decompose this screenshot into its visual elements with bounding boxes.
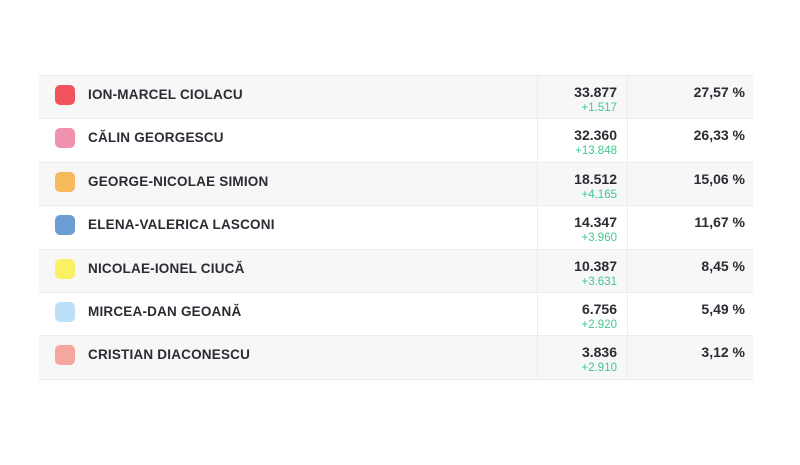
party-color-swatch <box>55 301 75 322</box>
percentage-cell: 27,57 % <box>628 76 753 118</box>
vote-percentage: 15,06 % <box>693 170 745 187</box>
vote-increment: +3.631 <box>581 275 618 288</box>
candidate-name: NICOLAE-IONEL CIUCĂ <box>88 260 245 276</box>
vote-count: 18.512 <box>574 170 617 187</box>
vote-count: 32.360 <box>574 127 617 144</box>
candidate-cell: GEORGE-NICOLAE SIMION <box>39 163 537 205</box>
party-color-swatch <box>55 85 75 105</box>
table-row: ION-MARCEL CIOLACU 33.877 +1.517 27,57 % <box>39 76 753 120</box>
vote-increment: +2.920 <box>581 318 618 331</box>
votes-cell: 14.347 +3.960 <box>537 206 628 249</box>
vote-count: 33.877 <box>574 84 617 100</box>
candidate-name: CRISTIAN DIACONESCU <box>88 347 251 363</box>
percentage-cell: 3,12 % <box>628 336 753 378</box>
vote-percentage: 5,49 % <box>701 300 745 317</box>
percentage-cell: 11,67 % <box>628 206 753 248</box>
votes-cell: 6.756 +2.920 <box>537 292 628 336</box>
party-color-swatch <box>55 171 75 192</box>
table-row: GEORGE-NICOLAE SIMION 18.512 +4.165 15,0… <box>39 162 753 207</box>
votes-cell: 33.877 +1.517 <box>537 76 628 119</box>
party-color-swatch <box>55 215 75 236</box>
vote-increment: +1.517 <box>581 102 618 114</box>
table-row: ELENA-VALERICA LASCONI 14.347 +3.960 11,… <box>39 206 753 250</box>
vote-increment: +4.165 <box>581 188 618 201</box>
candidate-name: MIRCEA-DAN GEOANĂ <box>88 303 242 319</box>
vote-percentage: 26,33 % <box>693 127 745 144</box>
candidate-name: ION-MARCEL CIOLACU <box>88 87 243 102</box>
candidate-cell: ION-MARCEL CIOLACU <box>39 76 537 118</box>
vote-percentage: 11,67 % <box>694 214 745 231</box>
candidate-cell: ELENA-VALERICA LASCONI <box>39 206 537 248</box>
candidate-name: CĂLIN GEORGESCU <box>88 130 224 146</box>
vote-increment: +3.960 <box>581 232 618 245</box>
votes-cell: 32.360 +13.848 <box>537 119 628 162</box>
votes-cell: 3.836 +2.910 <box>537 336 628 379</box>
party-color-swatch <box>55 128 75 149</box>
candidate-cell: MIRCEA-DAN GEOANĂ <box>39 293 537 335</box>
vote-count: 14.347 <box>574 214 617 231</box>
percentage-cell: 8,45 % <box>628 250 753 292</box>
table-row: CĂLIN GEORGESCU 32.360 +13.848 26,33 % <box>39 119 753 163</box>
percentage-cell: 15,06 % <box>628 163 753 205</box>
vote-percentage: 3,12 % <box>701 344 745 361</box>
candidate-cell: CRISTIAN DIACONESCU <box>39 336 537 378</box>
results-table: ION-MARCEL CIOLACU 33.877 +1.517 27,57 %… <box>39 75 753 380</box>
candidate-cell: NICOLAE-IONEL CIUCĂ <box>39 250 537 292</box>
table-row: CRISTIAN DIACONESCU 3.836 +2.910 3,12 % <box>39 336 753 380</box>
votes-cell: 10.387 +3.631 <box>537 249 628 292</box>
vote-increment: +2.910 <box>581 362 618 375</box>
vote-count: 10.387 <box>574 257 617 274</box>
vote-count: 3.836 <box>581 344 617 361</box>
vote-percentage: 27,57 % <box>693 84 745 100</box>
vote-percentage: 8,45 % <box>701 257 745 274</box>
percentage-cell: 26,33 % <box>628 119 753 161</box>
candidate-name: GEORGE-NICOLAE SIMION <box>88 173 269 189</box>
table-row: NICOLAE-IONEL CIUCĂ 10.387 +3.631 8,45 % <box>39 249 753 293</box>
party-color-swatch <box>55 258 75 279</box>
party-color-swatch <box>55 345 75 366</box>
table-row: MIRCEA-DAN GEOANĂ 6.756 +2.920 5,49 % <box>39 292 753 337</box>
candidate-name: ELENA-VALERICA LASCONI <box>88 217 275 233</box>
candidate-cell: CĂLIN GEORGESCU <box>39 119 537 161</box>
votes-cell: 18.512 +4.165 <box>537 162 628 206</box>
percentage-cell: 5,49 % <box>628 293 753 335</box>
vote-count: 6.756 <box>581 300 617 317</box>
vote-increment: +13.848 <box>575 145 617 158</box>
